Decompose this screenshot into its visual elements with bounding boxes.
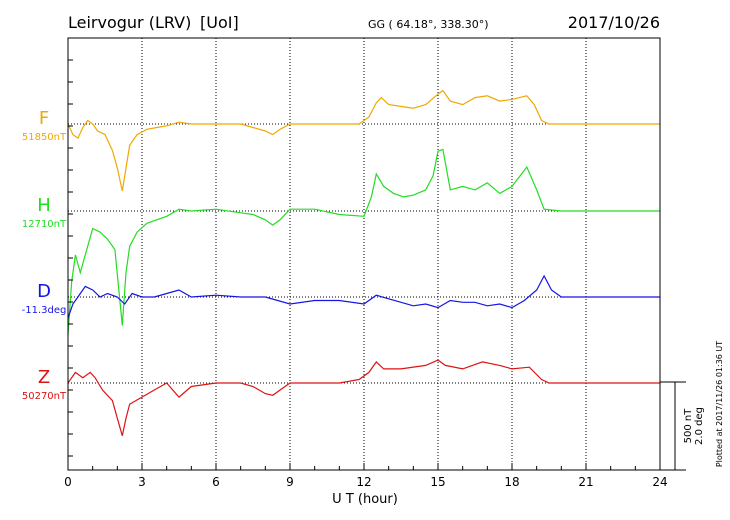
x-tick-label: 6 (212, 475, 220, 489)
station-title: Leirvogur (LRV) (68, 13, 191, 32)
series-h-name: H (37, 195, 51, 216)
series-f-name: F (39, 108, 49, 129)
x-tick-label: 15 (430, 475, 445, 489)
x-tick-label: 21 (578, 475, 593, 489)
x-ticks: 0 3 6 9 12 15 18 21 24 (64, 463, 668, 489)
x-tick-label: 9 (286, 475, 294, 489)
series-d-baseline: -11.3deg (22, 305, 67, 316)
x-tick-label: 12 (356, 475, 371, 489)
x-axis-label: U T (hour) (332, 492, 398, 507)
x-tick-label: 18 (504, 475, 519, 489)
plotted-at-note: Plotted at 2017/11/26 01:36 UT (715, 341, 724, 467)
series-labels: F 51850nT H 12710nT D -11.3deg Z 50270nT (22, 108, 67, 402)
series-z-baseline: 50270nT (22, 391, 67, 402)
grid-lines (141, 38, 587, 470)
scale-label-nt: 500 nT (683, 408, 694, 444)
series-z-line (67, 359, 660, 436)
x-tick-label: 3 (138, 475, 146, 489)
series-d-name: D (37, 281, 51, 302)
x-tick-label: 24 (652, 475, 667, 489)
series-group (67, 89, 660, 436)
series-h-baseline: 12710nT (22, 219, 67, 230)
date-label: 2017/10/26 (568, 13, 660, 32)
left-ticks (68, 59, 73, 457)
coordinates-label: GG ( 64.18°, 338.30°) (368, 18, 489, 31)
institute-label: [UoI] (200, 13, 239, 32)
series-f-line (67, 89, 660, 192)
x-tick-label: 0 (64, 475, 72, 489)
scale-label-deg: 2.0 deg (694, 407, 705, 445)
series-f-baseline: 51850nT (22, 132, 67, 143)
series-d-line (67, 274, 660, 319)
scale-bar: 500 nT 2.0 deg (660, 381, 705, 471)
series-z-name: Z (38, 367, 50, 388)
series-h-line (67, 148, 660, 335)
